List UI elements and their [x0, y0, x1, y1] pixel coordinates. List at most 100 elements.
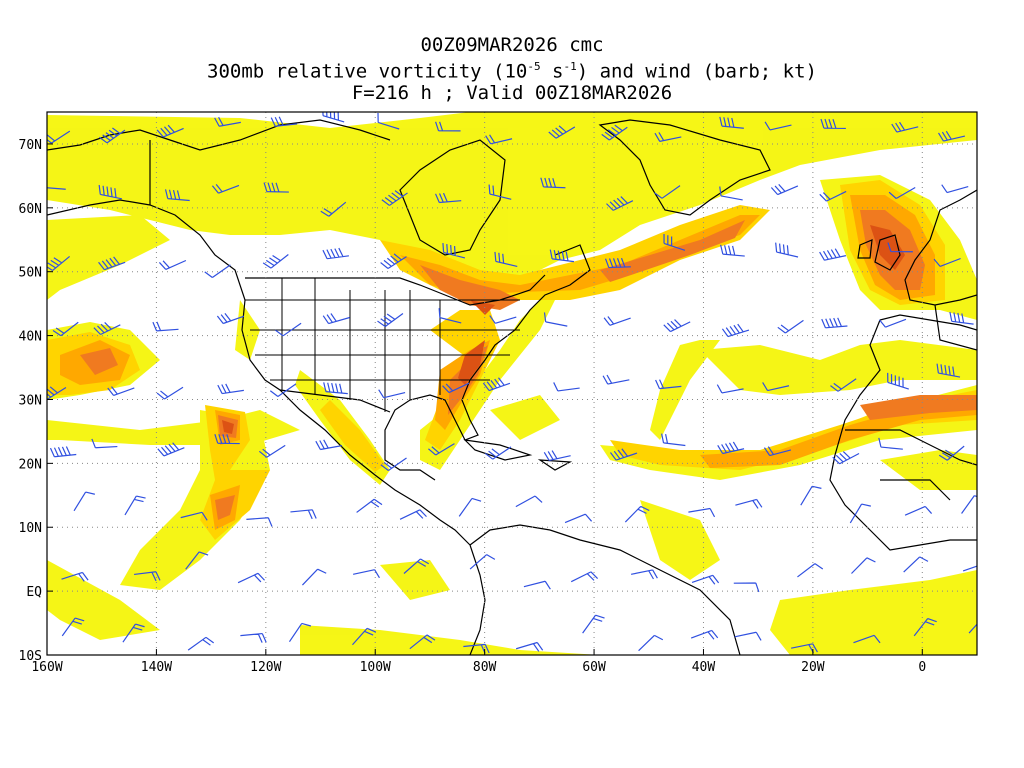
- wind-barb: [564, 513, 593, 524]
- wind-barb: [797, 563, 824, 578]
- wind-barb: [107, 386, 135, 397]
- wind-barb: [849, 503, 871, 524]
- lat-tick-label: 30N: [19, 393, 42, 408]
- wind-barb: [409, 634, 436, 650]
- wind-barb: [819, 248, 847, 261]
- lat-tick-label: 40N: [19, 330, 42, 345]
- lon-tick-label: 140W: [141, 660, 172, 675]
- wind-barb: [378, 389, 406, 399]
- wind-barb: [820, 118, 846, 130]
- wind-barb: [356, 498, 383, 513]
- lat-tick-label: 60N: [19, 202, 42, 217]
- wind-barb: [438, 308, 462, 324]
- wind-barb: [851, 557, 876, 574]
- wind-barb: [887, 372, 909, 390]
- wind-barb: [98, 184, 122, 200]
- wind-barb: [315, 439, 343, 451]
- wind-barb: [458, 497, 482, 517]
- wind-barb: [91, 438, 118, 449]
- wind-barb: [156, 386, 184, 400]
- vorticity-shading: [47, 112, 977, 655]
- wind-barb: [214, 116, 241, 127]
- lon-tick-label: 20W: [801, 660, 825, 675]
- wind-barb: [733, 582, 760, 593]
- wind-barb: [489, 315, 517, 324]
- wind-barb: [903, 556, 929, 573]
- wind-barb: [381, 190, 408, 206]
- wind-barb: [821, 317, 848, 329]
- wind-barb: [403, 558, 430, 574]
- wind-barb: [691, 574, 720, 585]
- wind-barb: [288, 622, 312, 643]
- wind-barb: [442, 382, 470, 394]
- wind-barb: [938, 445, 965, 461]
- wind-barb: [214, 434, 240, 445]
- wind-barb: [290, 509, 317, 520]
- wind-barb: [240, 632, 267, 643]
- wind-barb: [263, 182, 289, 193]
- wind-barb: [180, 511, 208, 521]
- wind-barb: [152, 321, 179, 332]
- lon-tick-label: 80W: [473, 660, 497, 675]
- wind-barb: [488, 184, 512, 200]
- wind-barb: [99, 127, 126, 144]
- wind-barb: [582, 614, 605, 634]
- wind-barb: [888, 186, 916, 200]
- wind-barb: [604, 257, 631, 269]
- lat-tick-label: EQ: [26, 585, 42, 600]
- wind-barb: [548, 125, 576, 139]
- lon-tick-label: 60W: [582, 660, 606, 675]
- wind-barb: [936, 363, 961, 378]
- wind-barb: [720, 244, 745, 257]
- lon-tick-label: 100W: [360, 660, 391, 675]
- wind-barb: [663, 233, 686, 251]
- wind-barb: [156, 124, 184, 138]
- wind-barb: [435, 192, 462, 204]
- wind-barb: [630, 569, 658, 580]
- wind-barb: [442, 243, 466, 259]
- wind-barb: [941, 184, 969, 194]
- lat-tick-label: 10S: [19, 649, 42, 664]
- lon-tick-label: 0: [918, 660, 926, 675]
- wind-barb: [933, 257, 961, 267]
- wind-barb: [237, 572, 265, 584]
- wind-barb: [320, 201, 347, 217]
- wind-barb: [549, 249, 575, 263]
- wind-barb: [638, 634, 664, 652]
- wind-barb: [377, 112, 400, 130]
- wind-barb: [819, 190, 847, 202]
- wind-barb: [540, 177, 566, 189]
- wind-barb: [262, 254, 289, 269]
- wind-barb: [73, 491, 95, 512]
- wind-barb: [891, 121, 919, 133]
- wind-barb: [764, 121, 792, 131]
- wind-barb: [323, 382, 348, 395]
- lon-tick-label: 160W: [31, 660, 62, 675]
- wind-barb: [770, 183, 799, 196]
- wind-barb: [485, 134, 513, 145]
- wind-barb: [52, 321, 79, 337]
- wind-barb: [484, 446, 512, 460]
- plot-frame: [46, 111, 978, 656]
- wind-barb: [609, 448, 638, 461]
- wind-barb: [878, 437, 903, 450]
- lat-tick-label: 20N: [19, 457, 42, 472]
- wind-barb: [61, 617, 85, 637]
- wind-barb: [777, 319, 804, 334]
- title-line2: 300mb relative vorticity (10-5 s-1) and …: [207, 60, 817, 83]
- wind-barb: [187, 636, 215, 651]
- wind-barb: [482, 377, 511, 392]
- wind-barb: [322, 247, 349, 260]
- wind-barb: [832, 451, 860, 465]
- wind-barb: [606, 196, 634, 211]
- wind-barb: [185, 551, 209, 570]
- wind-barb: [122, 623, 145, 643]
- lon-tick-label: 120W: [250, 660, 281, 675]
- wind-barb: [553, 382, 580, 392]
- lat-tick-label: 70N: [19, 138, 42, 153]
- wind-barb: [853, 634, 881, 644]
- wind-barb: [515, 495, 543, 508]
- wind-barb: [688, 507, 716, 518]
- wind-barb: [961, 495, 977, 514]
- wind-barb: [301, 568, 327, 586]
